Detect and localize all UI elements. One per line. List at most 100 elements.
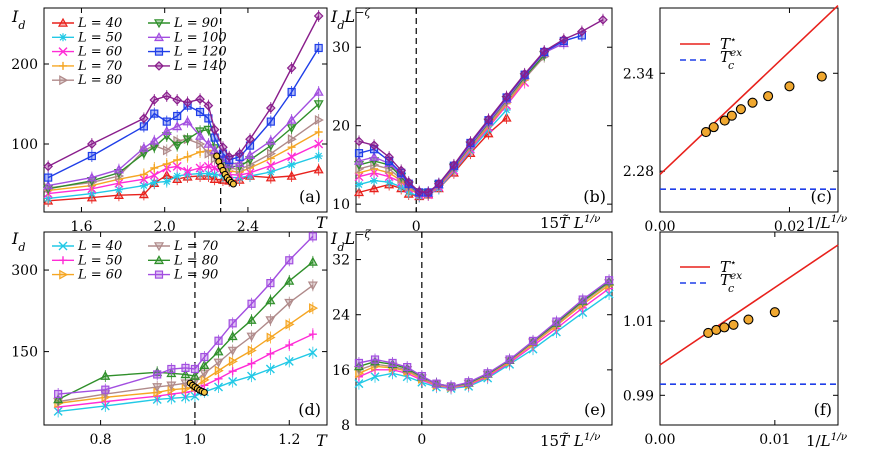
legend-marker: [153, 242, 165, 252]
data-point: [414, 186, 425, 197]
series-line: [358, 79, 526, 195]
data-point: [138, 142, 149, 152]
x-tick-label: 0.02: [774, 219, 805, 235]
data-point: [266, 349, 275, 358]
data-point: [284, 356, 294, 366]
data-point: [161, 125, 172, 135]
data-point: [308, 330, 317, 339]
data-point: [247, 359, 256, 368]
legend-marker: [153, 19, 165, 29]
data-point: [313, 100, 324, 110]
series-line: [48, 131, 320, 192]
data-point: [313, 86, 324, 96]
data-point: [369, 151, 380, 161]
y-tick-label: 16: [332, 363, 350, 379]
data-point: [113, 164, 124, 174]
data-point: [86, 172, 97, 182]
data-point: [44, 173, 53, 182]
legend-marker: [59, 61, 67, 70]
data-point: [224, 151, 235, 162]
xlabel-b: 15T̃ L1/ν: [540, 213, 601, 232]
data-point: [214, 382, 224, 392]
data-point: [150, 109, 159, 118]
data-point: [449, 160, 459, 170]
data-point: [173, 111, 182, 121]
data-point: [354, 379, 364, 389]
extrapolation-point: [743, 314, 754, 325]
data-point: [266, 279, 275, 288]
data-point: [539, 46, 550, 57]
legend-label: L = 100: [173, 30, 227, 45]
data-point: [464, 378, 473, 387]
data-point: [501, 91, 512, 102]
ylabel-e: IdL−ζ: [330, 228, 371, 254]
data-point: [501, 112, 512, 122]
data-point: [578, 295, 587, 304]
data-point: [203, 100, 214, 111]
data-point: [139, 170, 148, 179]
legend-label: L = 90: [173, 268, 218, 283]
extrapolation-point: [784, 81, 795, 92]
data-point: [354, 149, 364, 158]
data-point: [417, 371, 426, 381]
data-point: [286, 114, 297, 124]
data-point: [353, 155, 365, 165]
series-line: [48, 103, 320, 190]
series: [53, 279, 318, 408]
legend-c: [680, 43, 710, 61]
y-tick-label: 24: [332, 308, 350, 324]
data-point: [173, 156, 182, 164]
data-point: [189, 370, 200, 380]
data-point: [152, 383, 163, 393]
x-tick-label: 1.6: [70, 219, 92, 235]
data-point: [228, 377, 238, 387]
data-point: [150, 164, 159, 172]
x-tick-label: 0: [417, 432, 426, 448]
x-tick-label: 1.0: [184, 432, 206, 448]
data-point: [558, 34, 569, 45]
data-point: [149, 95, 160, 105]
ylabel-d: Id: [11, 229, 26, 254]
data-point: [182, 135, 193, 145]
data-point: [162, 117, 171, 126]
data-point: [286, 170, 297, 180]
series: [353, 49, 550, 200]
data-point: [423, 187, 434, 198]
legend-marker: [59, 75, 69, 86]
panel-label: (e): [584, 400, 606, 419]
series-line: [48, 119, 320, 189]
data-point: [210, 163, 220, 173]
data-point: [172, 161, 182, 171]
legend-label: L = 80: [173, 253, 218, 268]
series-line: [358, 82, 526, 196]
y-tick-label: 1.01: [623, 314, 654, 330]
xlabel-c: 1/L1/ν: [806, 213, 848, 232]
axes-frame-c: [659, 7, 839, 213]
data-point: [314, 114, 324, 126]
data-point: [43, 180, 54, 190]
data-point: [114, 185, 123, 194]
data-point: [528, 336, 538, 346]
data-point: [227, 331, 238, 341]
data-point: [101, 385, 110, 394]
legend-label: L = 50: [77, 30, 122, 45]
data-point: [314, 43, 323, 53]
data-point: [286, 63, 297, 73]
data-point: [213, 358, 224, 368]
data-point: [195, 163, 205, 173]
series: [43, 10, 324, 173]
x-tick-label: 0.8: [89, 432, 111, 448]
x-tick-label: 0.00: [644, 219, 675, 235]
legend-marker: [154, 61, 164, 71]
data-point: [384, 152, 394, 162]
data-point: [396, 165, 407, 176]
data-point: [195, 107, 205, 117]
data-point: [246, 314, 257, 324]
legend-label: L = 60: [77, 268, 122, 283]
data-point: [287, 87, 296, 97]
data-point: [183, 166, 193, 176]
data-point: [369, 140, 379, 151]
data-point: [308, 348, 318, 358]
data-point: [354, 136, 364, 147]
